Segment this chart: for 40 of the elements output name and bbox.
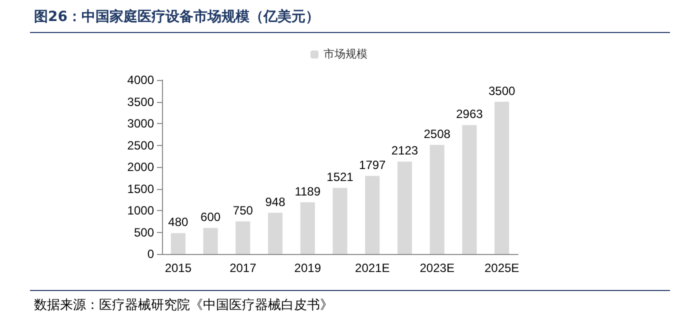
bar [268, 212, 283, 254]
data-label: 3500 [488, 84, 516, 98]
y-tick-label: 2000 [127, 160, 154, 174]
x-tick-label: 2019 [294, 261, 322, 275]
bar [300, 202, 315, 254]
y-tick-label: 1500 [127, 182, 154, 196]
bar [203, 228, 218, 254]
y-tick-label: 2500 [127, 138, 154, 152]
bar [397, 162, 412, 254]
data-label: 948 [265, 194, 286, 209]
x-tick-label: 2017 [230, 261, 257, 275]
y-tick-label: 500 [134, 225, 154, 240]
data-label: 750 [232, 203, 254, 218]
bar [430, 144, 444, 254]
legend-label: 市场规模 [324, 48, 368, 60]
bar [365, 176, 380, 254]
bar [462, 125, 477, 254]
data-label: 1797 [359, 158, 386, 172]
x-tick-label: 2023E [420, 261, 454, 275]
x-tick-label: 2025E [484, 261, 520, 275]
bar [494, 102, 510, 254]
y-tick-label: 3000 [127, 116, 154, 130]
x-tick-label: 2021E [355, 261, 390, 275]
data-label: 600 [200, 210, 221, 224]
data-label: 2123 [391, 144, 418, 158]
data-label: 2508 [424, 126, 451, 141]
x-tick-label: 2015 [164, 261, 192, 275]
data-label: 1189 [294, 184, 321, 198]
y-tick-label: 4000 [127, 73, 154, 87]
chart-title: 图26：中国家庭医疗设备市场规模（亿美元） [34, 8, 320, 26]
y-tick-label: 1000 [127, 204, 154, 218]
data-label: 2963 [456, 107, 484, 122]
y-tick-label: 0 [147, 247, 154, 261]
data-label: 480 [168, 215, 189, 230]
y-tick-label: 3500 [127, 94, 154, 109]
source-note: 数据来源：医疗器械研究院《中国医疗器械白皮书》 [34, 297, 333, 314]
bar [236, 221, 250, 254]
bar [332, 188, 348, 254]
data-label: 1521 [326, 170, 354, 184]
bar [170, 233, 186, 254]
